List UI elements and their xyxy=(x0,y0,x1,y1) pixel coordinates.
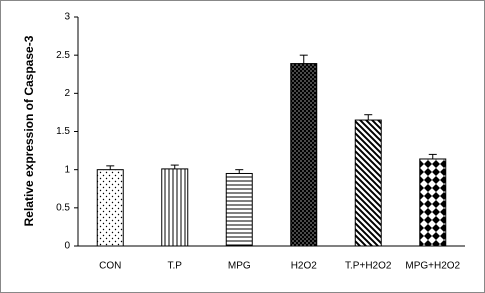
y-tick-label: 0 xyxy=(64,241,70,252)
bar xyxy=(225,172,253,247)
error-bar xyxy=(428,153,437,159)
bar xyxy=(354,119,382,247)
error-bar xyxy=(170,164,179,169)
y-tick-label: 2 xyxy=(64,88,70,99)
x-tick-label: MPG+H2O2 xyxy=(405,261,460,272)
y-tick-label: 3 xyxy=(64,12,70,23)
bar xyxy=(96,169,124,247)
error-bar xyxy=(299,54,308,64)
x-tick-label: T.P xyxy=(168,261,183,272)
bar xyxy=(419,158,447,247)
y-tick-label: 1 xyxy=(64,164,70,175)
x-tick-label: H2O2 xyxy=(291,261,318,272)
y-tick-label: 1.5 xyxy=(56,126,70,137)
y-tick-label: 2.5 xyxy=(56,50,70,61)
bar xyxy=(161,168,189,247)
x-tick-label: CON xyxy=(99,261,121,272)
error-bar xyxy=(106,165,115,170)
y-axis-label: Relative expression of Caspase-3 xyxy=(22,35,36,226)
error-bar xyxy=(364,114,373,121)
bar xyxy=(290,63,318,247)
error-bar xyxy=(235,169,244,174)
x-tick-label: T.P+H2O2 xyxy=(345,261,392,272)
y-tick-label: 0.5 xyxy=(56,202,70,213)
x-tick-label: MPG xyxy=(228,261,251,272)
